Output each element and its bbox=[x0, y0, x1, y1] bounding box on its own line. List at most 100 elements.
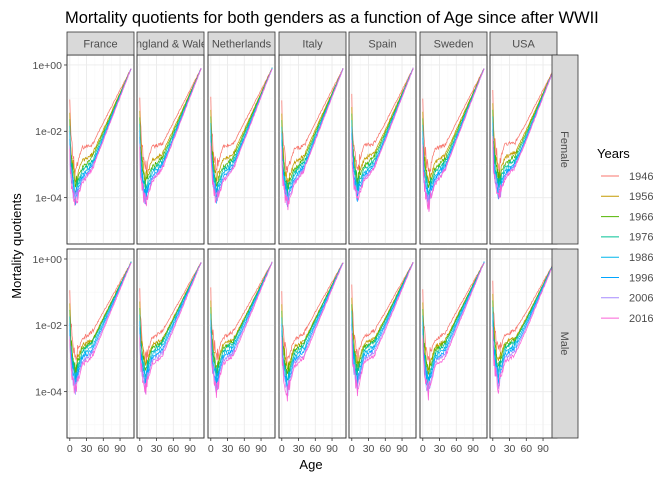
x-tick-label: 0 bbox=[208, 443, 214, 455]
series-lines bbox=[69, 261, 132, 395]
x-tick-label: 0 bbox=[490, 443, 496, 455]
series-line-1976 bbox=[139, 67, 202, 193]
legend-item-1996: 1996 bbox=[601, 272, 653, 284]
series-line-2016 bbox=[422, 68, 485, 212]
legend-label: 1956 bbox=[629, 191, 653, 203]
x-tick-label: 60 bbox=[97, 443, 109, 455]
row-strip-label: Male bbox=[558, 332, 570, 356]
panel-italy-male: 0 30 60 90 bbox=[278, 248, 347, 455]
x-tick-label: 90 bbox=[114, 443, 126, 455]
series-line-1986 bbox=[139, 262, 202, 384]
series-lines bbox=[69, 68, 132, 206]
panel-netherlands-female bbox=[207, 54, 276, 245]
series-line-2016 bbox=[351, 67, 414, 202]
column-strip-label: France bbox=[83, 39, 117, 51]
series-line-1946 bbox=[281, 68, 344, 173]
series-line-2016 bbox=[281, 262, 344, 402]
series-line-1946 bbox=[69, 68, 132, 176]
panel-background bbox=[278, 54, 347, 245]
x-tick-label: 30 bbox=[222, 443, 234, 455]
panel-border bbox=[136, 248, 205, 439]
series-line-1976 bbox=[281, 262, 344, 381]
x-tick-label: 30 bbox=[293, 443, 305, 455]
series-lines bbox=[281, 68, 344, 211]
column-strip-label: Italy bbox=[302, 39, 323, 51]
series-line-1976 bbox=[69, 68, 132, 194]
column-strip-background bbox=[136, 31, 205, 56]
series-line-1946 bbox=[69, 261, 132, 361]
series-line-1966 bbox=[281, 68, 344, 191]
series-line-1956 bbox=[422, 68, 485, 184]
series-line-1966 bbox=[210, 67, 273, 188]
series-lines bbox=[139, 262, 202, 395]
series-line-1986 bbox=[69, 261, 132, 385]
panel-england-wales-male: 0 30 60 90 bbox=[136, 248, 205, 455]
column-strip-usa: USA bbox=[489, 31, 558, 56]
x-tick-label: 0 bbox=[279, 443, 285, 455]
y-tick-label: 1e-02 bbox=[35, 320, 62, 332]
panel-sweden-male: 0 30 60 90 bbox=[419, 248, 488, 455]
series-line-2016 bbox=[422, 262, 485, 401]
column-strip-spain: Spain bbox=[348, 31, 417, 56]
column-strip-background bbox=[419, 31, 488, 56]
series-line-2016 bbox=[139, 67, 202, 207]
series-line-1946 bbox=[351, 262, 414, 362]
series-line-2016 bbox=[351, 262, 414, 397]
x-tick-label: 90 bbox=[326, 443, 338, 455]
legend-item-2016: 2016 bbox=[601, 313, 653, 325]
column-strip-england-wales: England & Wales bbox=[136, 31, 205, 56]
panel-border bbox=[278, 248, 347, 439]
legend-label: 1966 bbox=[629, 211, 653, 223]
series-line-1946 bbox=[210, 67, 273, 172]
row-strip-female: Female bbox=[551, 54, 579, 245]
panel-spain-male: 0 30 60 90 bbox=[348, 248, 417, 455]
series-lines bbox=[210, 261, 273, 398]
series-line-1946 bbox=[351, 67, 414, 171]
panel-border bbox=[66, 248, 135, 439]
series-line-2016 bbox=[492, 67, 555, 199]
y-tick-label: 1e+00 bbox=[33, 254, 63, 266]
panel-border bbox=[348, 248, 417, 439]
series-line-1986 bbox=[351, 261, 414, 382]
legend-item-1986: 1986 bbox=[601, 252, 653, 264]
facet-panels: 1e-04 1e-02 1e+00 France England & Wales Neth… bbox=[33, 31, 579, 455]
chart-title: Mortality quotients for both genders as … bbox=[65, 9, 599, 27]
column-strip-background bbox=[489, 31, 558, 56]
panel-italy-female bbox=[278, 54, 347, 245]
x-tick-label: 60 bbox=[520, 443, 532, 455]
column-strip-label: Netherlands bbox=[212, 39, 272, 51]
column-strip-background bbox=[278, 31, 347, 56]
panel-spain-female bbox=[348, 54, 417, 245]
y-axis-title: Mortality quotients bbox=[9, 193, 24, 299]
series-line-1956 bbox=[351, 67, 414, 183]
column-strip-france: France bbox=[66, 31, 135, 56]
x-tick-label: 0 bbox=[137, 443, 143, 455]
panel-netherlands-male: 0 30 60 90 bbox=[207, 248, 276, 455]
legend-label: 1976 bbox=[629, 232, 653, 244]
column-strip-label: USA bbox=[512, 39, 535, 51]
series-line-2016 bbox=[492, 262, 555, 394]
series-line-2006 bbox=[492, 262, 555, 389]
panel-england-wales-female bbox=[136, 54, 205, 245]
row-strip-background bbox=[551, 248, 579, 439]
x-tick-label: 0 bbox=[67, 443, 73, 455]
row-strip-label: Female bbox=[558, 131, 570, 168]
x-axis-title: Age bbox=[299, 457, 322, 472]
column-strip-italy: Italy bbox=[278, 31, 347, 56]
x-tick-label: 60 bbox=[309, 443, 321, 455]
series-line-1986 bbox=[422, 261, 485, 388]
series-line-2016 bbox=[210, 261, 273, 398]
x-tick-label: 60 bbox=[379, 443, 391, 455]
column-strip-sweden: Sweden bbox=[419, 31, 488, 56]
series-line-2016 bbox=[281, 68, 344, 211]
panel-border bbox=[419, 248, 488, 439]
legend-label: 1996 bbox=[629, 272, 653, 284]
x-tick-label: 0 bbox=[349, 443, 355, 455]
series-line-1946 bbox=[492, 68, 555, 171]
series-line-2016 bbox=[139, 262, 202, 395]
series-line-1966 bbox=[492, 68, 555, 182]
series-lines bbox=[351, 261, 414, 397]
legend-item-1966: 1966 bbox=[601, 211, 653, 223]
column-strip-label: Sweden bbox=[434, 39, 474, 51]
